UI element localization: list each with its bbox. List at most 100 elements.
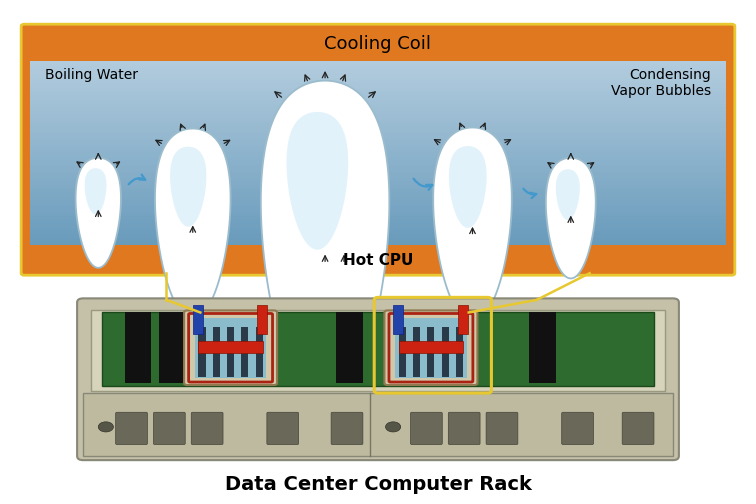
Bar — [30, 137, 726, 140]
FancyBboxPatch shape — [77, 298, 679, 460]
Bar — [30, 206, 726, 209]
Bar — [30, 110, 726, 114]
FancyBboxPatch shape — [331, 412, 363, 445]
Bar — [30, 108, 726, 111]
Bar — [30, 99, 726, 102]
Bar — [30, 170, 726, 173]
Bar — [30, 208, 726, 212]
Bar — [395, 318, 466, 378]
Bar — [30, 248, 726, 252]
Bar — [30, 91, 726, 95]
Bar — [30, 60, 726, 64]
Bar — [30, 142, 726, 145]
FancyBboxPatch shape — [448, 412, 480, 445]
Bar — [256, 327, 263, 377]
Bar — [30, 125, 726, 128]
Bar — [30, 232, 726, 235]
Polygon shape — [155, 129, 231, 319]
Bar — [30, 225, 726, 228]
Bar — [125, 312, 151, 383]
Bar — [393, 305, 404, 334]
Bar — [30, 244, 726, 247]
Bar — [159, 312, 185, 383]
FancyBboxPatch shape — [267, 412, 299, 445]
Bar — [212, 327, 220, 377]
Bar — [30, 80, 726, 83]
Bar — [30, 63, 726, 66]
Bar — [30, 149, 726, 152]
Bar — [30, 177, 726, 180]
Text: Cooling Coil: Cooling Coil — [324, 35, 432, 53]
Bar — [30, 130, 726, 133]
Polygon shape — [433, 128, 512, 322]
Bar — [30, 239, 726, 242]
Bar — [30, 68, 726, 71]
Bar — [30, 103, 726, 107]
FancyBboxPatch shape — [622, 412, 654, 445]
FancyBboxPatch shape — [411, 412, 442, 445]
FancyBboxPatch shape — [384, 310, 478, 385]
Bar — [30, 115, 726, 118]
Bar — [198, 327, 206, 377]
Bar — [30, 144, 726, 147]
Bar — [30, 184, 726, 187]
Bar — [30, 153, 726, 157]
Text: Condensing
Vapor Bubbles: Condensing Vapor Bubbles — [611, 68, 711, 98]
Polygon shape — [556, 169, 580, 220]
Bar — [30, 29, 726, 61]
Bar — [30, 73, 726, 76]
Bar — [30, 196, 726, 200]
Bar — [30, 168, 726, 171]
Bar — [194, 305, 203, 334]
Polygon shape — [170, 147, 206, 227]
Bar — [30, 146, 726, 150]
Bar — [30, 139, 726, 143]
FancyBboxPatch shape — [21, 24, 735, 275]
Bar — [30, 246, 726, 249]
Bar — [30, 132, 726, 135]
Bar — [30, 113, 726, 116]
Bar — [529, 312, 556, 383]
Bar — [30, 222, 726, 226]
Bar — [30, 101, 726, 104]
Bar — [30, 182, 726, 185]
Bar — [91, 310, 665, 391]
Bar — [30, 134, 726, 138]
Polygon shape — [261, 81, 389, 409]
Bar — [30, 194, 726, 197]
Bar — [457, 305, 467, 334]
Bar — [30, 186, 726, 190]
FancyBboxPatch shape — [153, 412, 185, 445]
Bar — [30, 241, 726, 245]
Bar — [399, 327, 406, 377]
Circle shape — [98, 422, 113, 432]
Bar — [30, 158, 726, 161]
Bar — [30, 120, 726, 123]
Polygon shape — [85, 168, 107, 215]
Bar — [30, 65, 726, 69]
Bar — [30, 127, 726, 131]
Bar — [30, 179, 726, 183]
Bar — [30, 89, 726, 92]
Bar — [257, 305, 268, 334]
Bar — [427, 327, 435, 377]
Bar — [30, 211, 726, 214]
Bar — [30, 70, 726, 74]
Bar — [30, 215, 726, 219]
Bar — [30, 160, 726, 164]
Circle shape — [386, 422, 401, 432]
Bar — [30, 117, 726, 121]
Polygon shape — [449, 146, 487, 228]
Polygon shape — [546, 158, 596, 278]
Bar — [30, 94, 726, 97]
Bar — [456, 327, 463, 377]
Bar — [30, 156, 726, 159]
Bar — [30, 220, 726, 223]
Bar — [30, 237, 726, 240]
Bar — [30, 218, 726, 221]
Bar — [30, 122, 726, 126]
FancyBboxPatch shape — [486, 412, 518, 445]
Bar — [30, 151, 726, 154]
Bar — [30, 201, 726, 205]
Bar — [30, 172, 726, 176]
